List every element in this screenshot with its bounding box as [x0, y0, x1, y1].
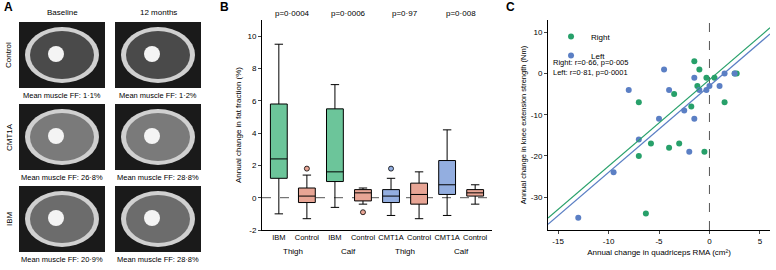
svg-text:6: 6	[252, 97, 257, 106]
svg-text:Calf: Calf	[454, 247, 469, 256]
svg-text:0: 0	[707, 237, 712, 246]
svg-text:p=0·0004: p=0·0004	[275, 9, 310, 18]
svg-text:-10: -10	[603, 237, 615, 246]
svg-text:CMT1A: CMT1A	[5, 123, 14, 151]
svg-text:-20: -20	[531, 152, 543, 161]
svg-text:Annual change in fat fraction: Annual change in fat fraction (%)	[234, 67, 243, 183]
svg-text:0: 0	[252, 193, 257, 202]
svg-text:8: 8	[252, 64, 257, 73]
svg-text:Mean muscle FF: 28·8%: Mean muscle FF: 28·8%	[117, 255, 199, 264]
svg-text:p=0·008: p=0·008	[446, 9, 476, 18]
svg-text:Control: Control	[351, 233, 376, 242]
svg-text:10: 10	[533, 28, 542, 37]
svg-text:Mean muscle FF: 1·1%: Mean muscle FF: 1·1%	[23, 91, 101, 100]
svg-text:Control: Control	[4, 42, 13, 68]
svg-text:C: C	[506, 0, 515, 14]
svg-text:IBM: IBM	[272, 233, 285, 242]
svg-text:Mean muscle FF: 20·9%: Mean muscle FF: 20·9%	[21, 255, 103, 264]
svg-text:p=0·0006: p=0·0006	[331, 9, 366, 18]
svg-text:-10: -10	[531, 111, 543, 120]
svg-text:Right: r=0·66, p=0·005Left: r=: Right: r=0·66, p=0·005Left: r=0·81, p=0·…	[553, 58, 628, 77]
svg-text:p=0·97: p=0·97	[392, 9, 418, 18]
svg-text:IBM: IBM	[5, 211, 14, 226]
svg-text:Mean muscle FF: 1·2%: Mean muscle FF: 1·2%	[119, 91, 197, 100]
svg-text:Right: Right	[591, 33, 610, 42]
svg-text:10: 10	[247, 32, 256, 41]
svg-text:Mean muscle FF: 28·8%: Mean muscle FF: 28·8%	[117, 173, 199, 182]
svg-text:Calf: Calf	[341, 247, 356, 256]
svg-text:Annual change in quadriceps RM: Annual change in quadriceps RMA (cm²)	[587, 248, 731, 257]
svg-text:Control: Control	[463, 233, 488, 242]
svg-text:-5: -5	[655, 237, 663, 246]
svg-text:Thigh: Thigh	[395, 247, 415, 256]
svg-text:5: 5	[758, 237, 763, 246]
svg-text:A: A	[4, 0, 13, 14]
svg-text:0: 0	[538, 69, 543, 78]
svg-text:Control: Control	[407, 233, 432, 242]
svg-text:Mean muscle FF: 26·8%: Mean muscle FF: 26·8%	[21, 173, 103, 182]
svg-text:12 months: 12 months	[140, 8, 177, 17]
svg-text:Left: Left	[591, 52, 605, 61]
svg-text:CMT1A: CMT1A	[434, 233, 459, 242]
svg-text:IBM: IBM	[328, 233, 341, 242]
svg-text:-30: -30	[531, 193, 543, 202]
svg-text:CMT1A: CMT1A	[378, 233, 403, 242]
svg-text:Annual change in knee extensio: Annual change in knee extension strength…	[519, 45, 528, 204]
svg-text:B: B	[220, 0, 229, 14]
svg-text:Control: Control	[295, 233, 320, 242]
svg-text:Baseline: Baseline	[47, 8, 78, 17]
svg-text:-15: -15	[552, 237, 564, 246]
svg-text:Thigh: Thigh	[283, 247, 303, 256]
svg-text:4: 4	[252, 129, 257, 138]
svg-text:-2: -2	[249, 226, 257, 235]
svg-text:2: 2	[252, 161, 257, 170]
